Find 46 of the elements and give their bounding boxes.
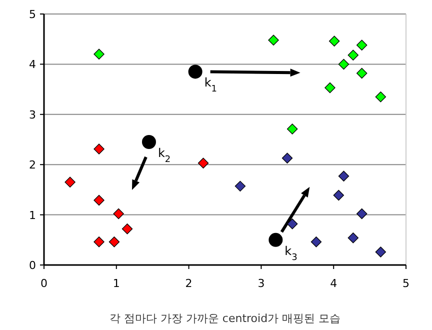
y-tick-label: 5	[29, 8, 36, 21]
annotation: k$_{3}$	[284, 244, 298, 263]
point	[356, 208, 368, 220]
point	[338, 170, 350, 182]
annotation: k$_{1}$	[204, 76, 218, 95]
x-tick-label: 1	[112, 277, 120, 290]
point	[375, 91, 386, 102]
point	[64, 176, 76, 188]
point	[198, 158, 209, 168]
annotation: k$_{2}$	[158, 146, 171, 166]
point	[348, 232, 358, 244]
x-tick-label: 5	[402, 277, 410, 290]
point	[188, 64, 202, 79]
point	[94, 48, 104, 60]
x-tick-label: 3	[258, 277, 265, 290]
point	[268, 232, 283, 247]
y-tick-label: 3	[29, 108, 36, 122]
point	[356, 68, 368, 79]
point	[338, 58, 350, 70]
point	[94, 144, 104, 154]
x-tick-label: 4	[330, 277, 338, 290]
text: 각 점마다 가장 가까운 centroid가 매핑된 모습	[109, 312, 341, 325]
point	[286, 124, 298, 134]
point	[122, 224, 133, 234]
point	[94, 236, 104, 248]
point	[113, 208, 124, 220]
point	[142, 135, 156, 150]
x-tick-label: 2	[185, 277, 192, 290]
point	[348, 50, 358, 61]
point	[328, 36, 340, 46]
y-tick-label: 4	[29, 58, 36, 72]
point	[282, 152, 293, 164]
point	[286, 218, 298, 230]
point	[268, 34, 279, 46]
point	[324, 82, 336, 94]
point	[375, 246, 386, 258]
y-tick-label: 2	[29, 158, 36, 172]
x-tick-label: 0	[40, 277, 48, 290]
point	[94, 194, 104, 206]
point	[108, 236, 120, 248]
point	[310, 236, 322, 248]
point	[333, 190, 344, 201]
y-tick-label: 0	[29, 259, 36, 272]
y-tick-label: 1	[29, 208, 36, 222]
point	[356, 40, 368, 50]
point	[234, 180, 246, 192]
